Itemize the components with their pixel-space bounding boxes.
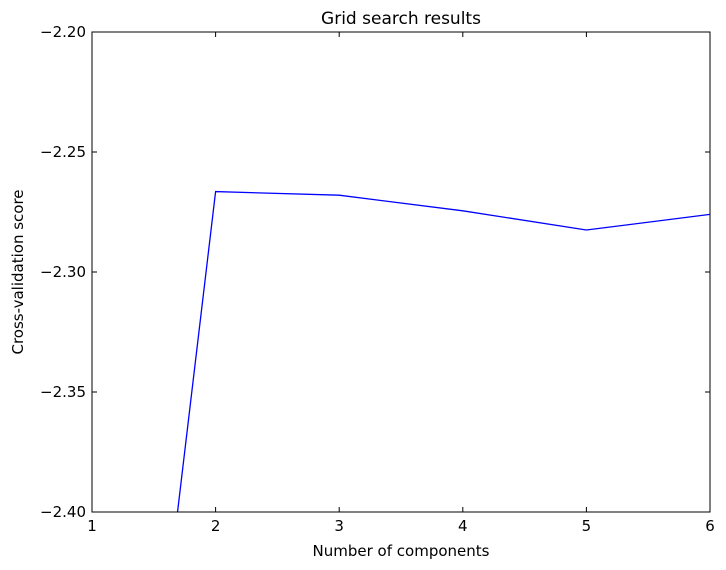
y-tick-label: −2.35 xyxy=(40,383,86,401)
x-tick-label: 4 xyxy=(458,517,468,535)
y-tick-label: −2.20 xyxy=(40,23,86,41)
x-tick-label: 6 xyxy=(705,517,715,535)
x-tick-label: 1 xyxy=(87,517,97,535)
x-tick-label: 3 xyxy=(334,517,344,535)
series-line-score xyxy=(176,190,710,512)
chart-title: Grid search results xyxy=(321,9,481,29)
x-tick-label: 5 xyxy=(582,517,592,535)
x-axis-label: Number of components xyxy=(313,542,490,560)
y-tick-label: −2.40 xyxy=(40,503,86,521)
y-tick-label: −2.30 xyxy=(40,263,86,281)
plot-area xyxy=(92,32,710,512)
x-tick-label: 2 xyxy=(211,517,221,535)
y-axis-label: Cross-validation score xyxy=(9,189,27,354)
y-tick-label: −2.25 xyxy=(40,143,86,161)
